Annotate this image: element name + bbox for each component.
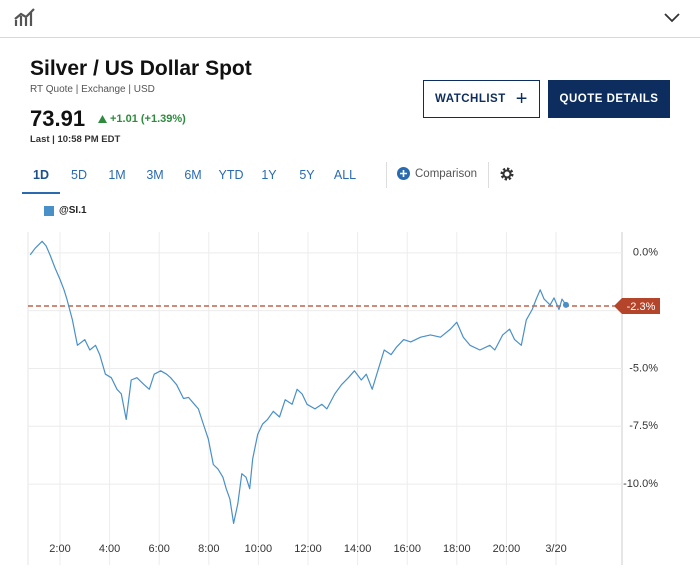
range-tab[interactable]: 1D	[22, 162, 60, 194]
reference-tag	[614, 298, 660, 315]
plus-circle	[397, 167, 410, 180]
price-line	[29, 240, 567, 524]
range-tabs: 1D 5D 1M 3M 6M YTD 1Y 5Y ALL	[22, 162, 364, 194]
x-tick-label: 12:00	[294, 543, 322, 555]
button-label: WATCHLIST	[435, 93, 506, 105]
top-bar	[0, 0, 700, 38]
legend-swatch	[44, 205, 54, 216]
x-tick-label: 4:00	[99, 543, 120, 555]
x-tick-label: 20:00	[493, 543, 521, 555]
title: Silver / US Dollar Spot	[30, 57, 252, 80]
x-tick-label: 8:00	[198, 543, 219, 555]
last-point	[562, 301, 569, 308]
up-arrow	[98, 115, 107, 123]
y-tick-label: -10.0%	[623, 478, 658, 490]
x-tick-label: 3/20	[545, 543, 566, 555]
x-tick-label: 18:00	[443, 543, 471, 555]
range-tab[interactable]: ALL	[333, 168, 357, 182]
x-tick-label: 10:00	[245, 543, 273, 555]
x-tick-label: 2:00	[49, 543, 70, 555]
divider	[386, 162, 387, 188]
comparison-button[interactable]: Comparison	[397, 167, 477, 180]
divider	[488, 162, 489, 188]
settings-icon[interactable]	[499, 166, 515, 182]
y-tick-label: 0.0%	[633, 247, 658, 259]
x-tick-label: 16:00	[393, 543, 421, 555]
y-tick-label: -5.0%	[629, 362, 658, 374]
comparison-label: Comparison	[415, 167, 477, 180]
range-tab[interactable]: 3M	[146, 168, 164, 182]
range-tab[interactable]: 6M	[184, 168, 202, 182]
reference-label: -2.3%	[627, 301, 656, 313]
last-time: Last | 10:58 PM EDT	[30, 134, 121, 145]
watchlist-button[interactable]: WATCHLIST +	[423, 80, 540, 118]
range-tab[interactable]: YTD	[218, 168, 244, 182]
collapse-chevron[interactable]	[664, 12, 680, 24]
x-tick-label: 6:00	[148, 543, 169, 555]
plus-icon: +	[515, 87, 528, 110]
range-tab[interactable]: 1Y	[261, 168, 277, 182]
x-tick-label: 14:00	[344, 543, 372, 555]
range-tab[interactable]: 1M	[108, 168, 126, 182]
button-label: QUOTE DETAILS	[559, 93, 659, 105]
price-change: +1.01 (+1.39%)	[110, 113, 186, 125]
y-tick-label: -7.5%	[629, 420, 658, 432]
legend-label: @SI.1	[59, 205, 87, 216]
quote-details-button[interactable]: QUOTE DETAILS	[548, 80, 670, 118]
chart-icon[interactable]	[14, 8, 36, 28]
price: 73.91	[30, 106, 86, 131]
range-tab[interactable]: 5D	[71, 168, 87, 182]
range-tab[interactable]: 5Y	[299, 168, 315, 182]
legend: @SI.1	[44, 205, 87, 216]
subtitle: RT Quote | Exchange | USD	[30, 84, 155, 95]
